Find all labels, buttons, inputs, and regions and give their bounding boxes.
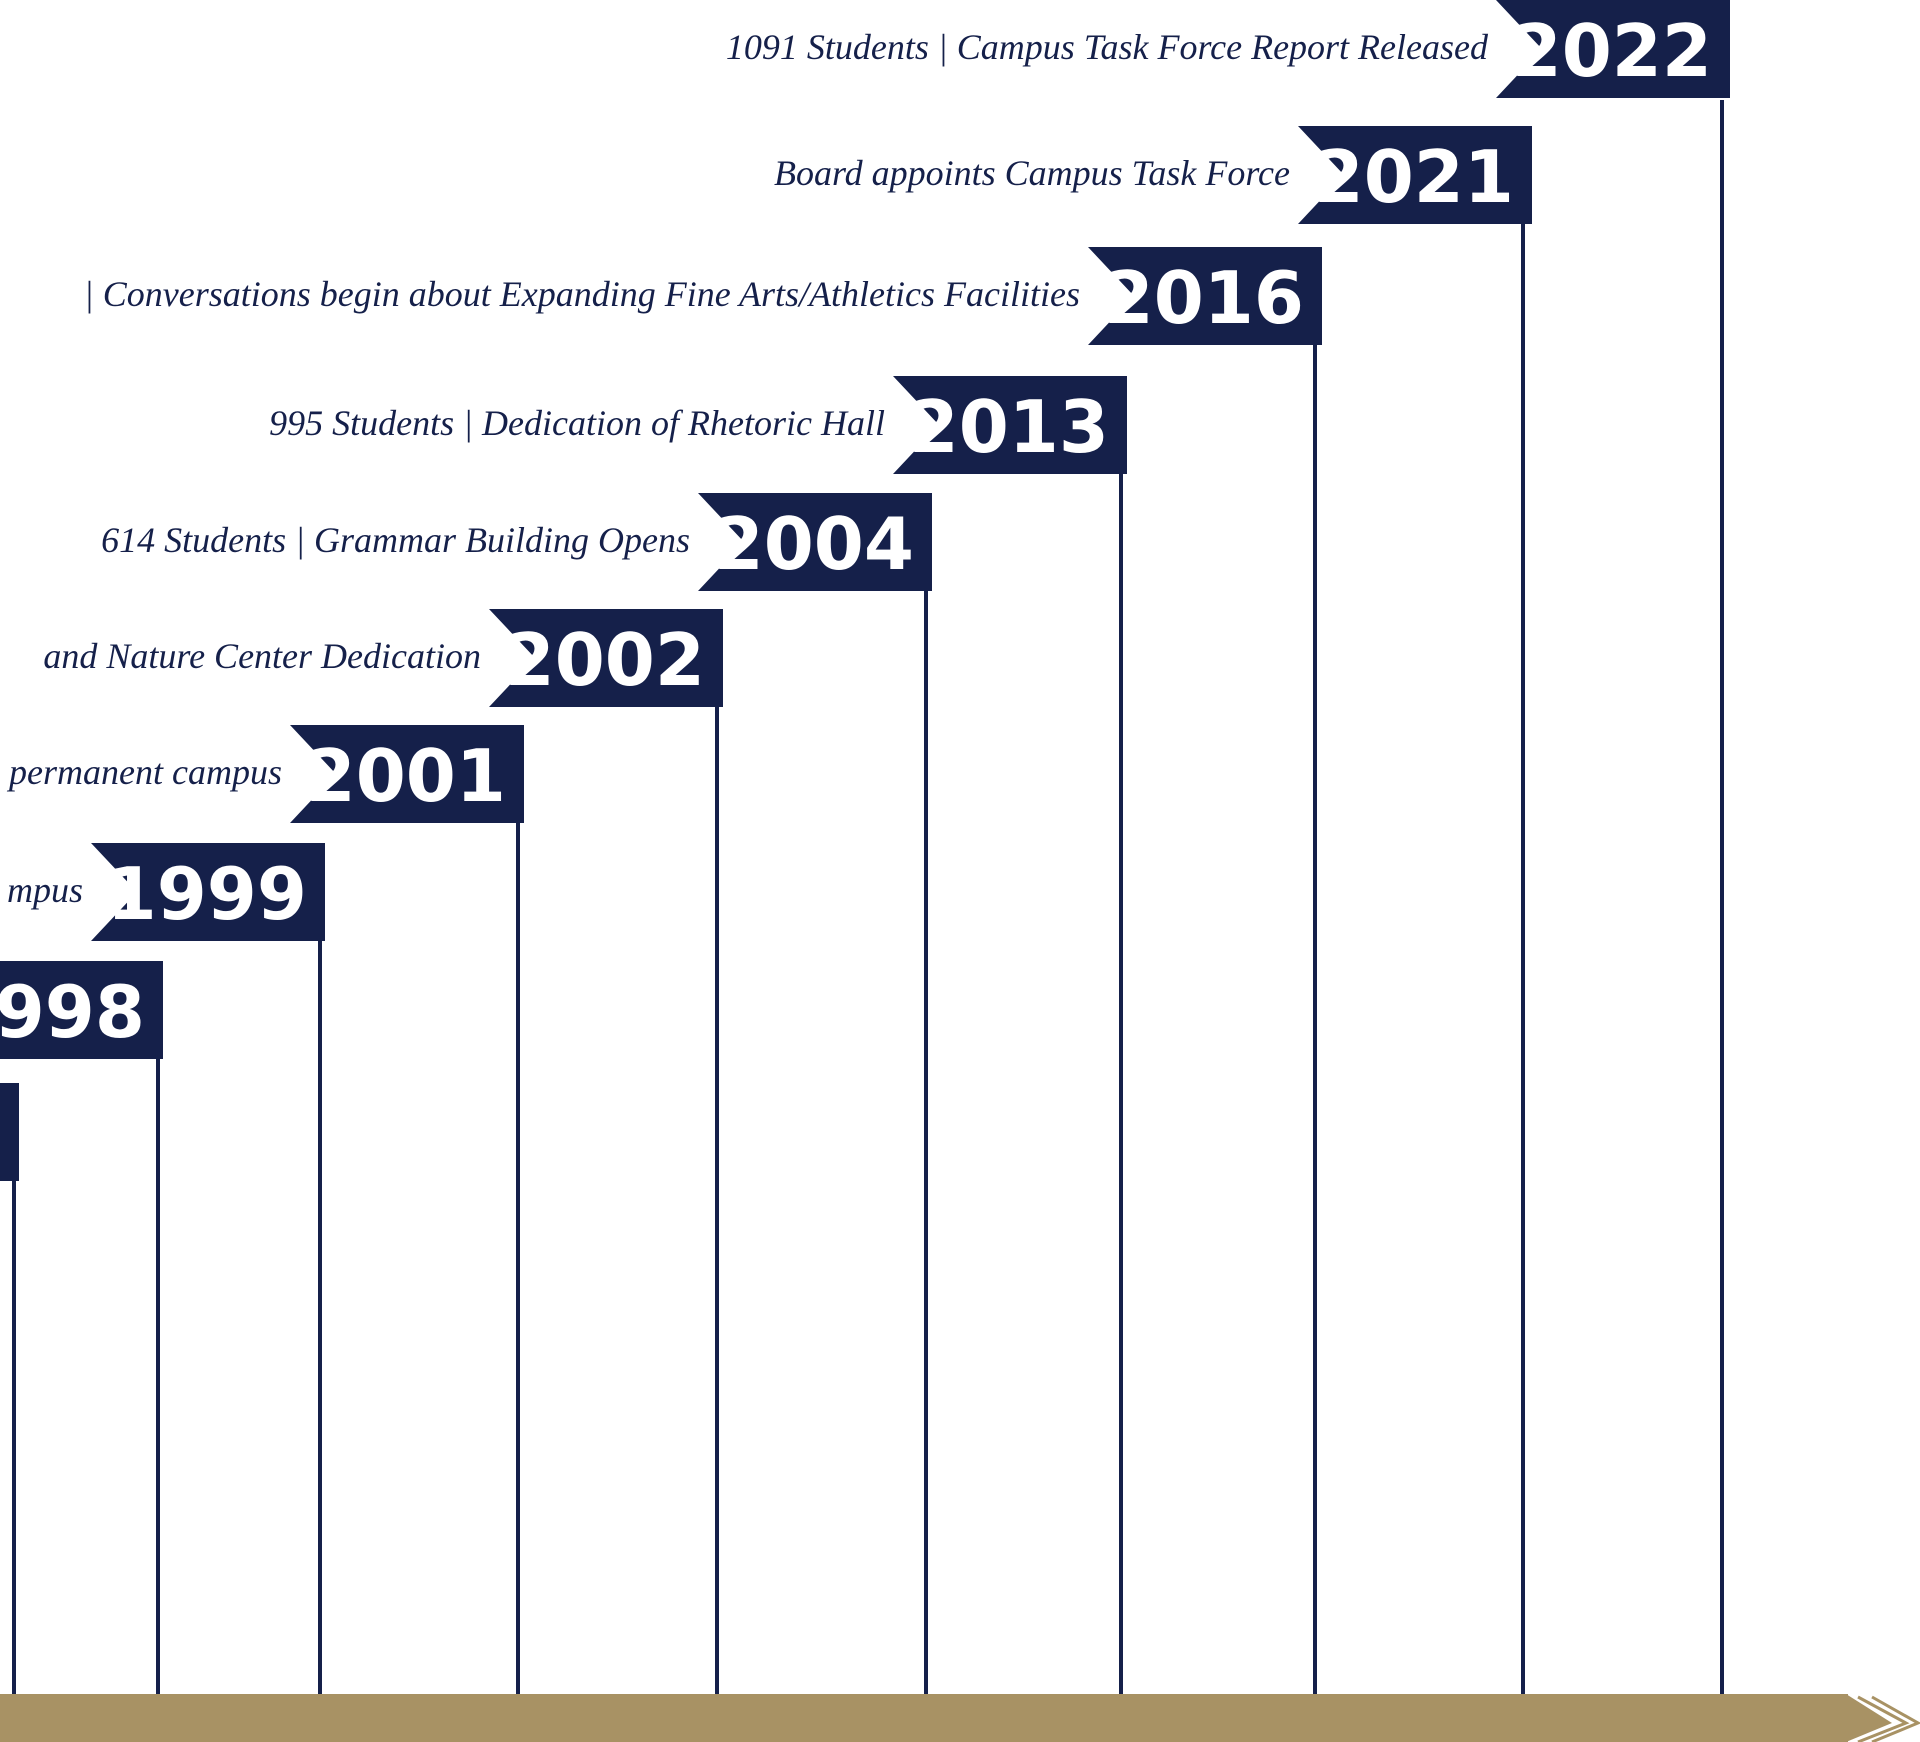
milestone: 2021 Board appoints Campus Task Force bbox=[774, 126, 1532, 224]
timeline-poles bbox=[12, 100, 1724, 1700]
milestone-description: Board appoints Campus Task Force bbox=[774, 153, 1290, 193]
milestone-year: 2004 bbox=[714, 502, 914, 586]
milestone-description: 1091 Students | Campus Task Force Report… bbox=[726, 27, 1489, 67]
milestone-year: 1999 bbox=[107, 852, 307, 936]
timeline-axis bbox=[0, 1694, 1920, 1742]
chevron-right-icon bbox=[1857, 1695, 1910, 1742]
milestone-description: | Conversations begin about Expanding Fi… bbox=[84, 274, 1080, 314]
year-flag bbox=[1088, 247, 1322, 345]
milestone: 2016 | Conversations begin about Expandin… bbox=[84, 247, 1322, 345]
milestone-year: 2013 bbox=[909, 385, 1109, 469]
milestone: 1999 mpus bbox=[7, 843, 325, 941]
milestone-description: 614 Students | Grammar Building Opens bbox=[101, 520, 690, 560]
milestone-description: and Nature Center Dedication bbox=[43, 636, 481, 676]
year-flag bbox=[1496, 0, 1730, 98]
milestone: 2004 614 Students | Grammar Building Open… bbox=[101, 493, 932, 591]
milestone: 2013 995 Students | Dedication of Rhetori… bbox=[269, 376, 1127, 474]
milestone-year: 2021 bbox=[1314, 135, 1514, 219]
timeline-arrow-head bbox=[1846, 1694, 1892, 1742]
milestone-description: 995 Students | Dedication of Rhetoric Ha… bbox=[269, 403, 885, 443]
milestone: 2022 1091 Students | Campus Task Force Re… bbox=[726, 0, 1730, 98]
year-flag bbox=[0, 1083, 19, 1181]
chevron-right-icon bbox=[1871, 1695, 1920, 1742]
timeline-axis-bar bbox=[0, 1694, 1848, 1742]
milestone-description: permanent campus bbox=[6, 752, 282, 792]
year-flag bbox=[1298, 126, 1532, 224]
milestone bbox=[0, 1083, 19, 1181]
year-flag bbox=[698, 493, 932, 591]
milestone-year: 1998 bbox=[0, 970, 145, 1054]
milestone-description: mpus bbox=[7, 870, 83, 910]
year-flag bbox=[489, 609, 723, 707]
milestone-year: 2002 bbox=[505, 618, 705, 702]
milestone-year: 2001 bbox=[306, 734, 506, 818]
year-flag bbox=[893, 376, 1127, 474]
milestone-year: 2022 bbox=[1512, 9, 1712, 93]
timeline-flags: 2022 1091 Students | Campus Task Force Re… bbox=[0, 0, 1730, 1181]
year-flag bbox=[91, 843, 325, 941]
milestone: 2002 and Nature Center Dedication bbox=[43, 609, 723, 707]
milestone: 2001 permanent campus bbox=[6, 725, 524, 823]
milestone-year: 2016 bbox=[1104, 256, 1304, 340]
milestone: 1998 bbox=[0, 961, 163, 1059]
year-flag bbox=[0, 961, 163, 1059]
year-flag bbox=[290, 725, 524, 823]
